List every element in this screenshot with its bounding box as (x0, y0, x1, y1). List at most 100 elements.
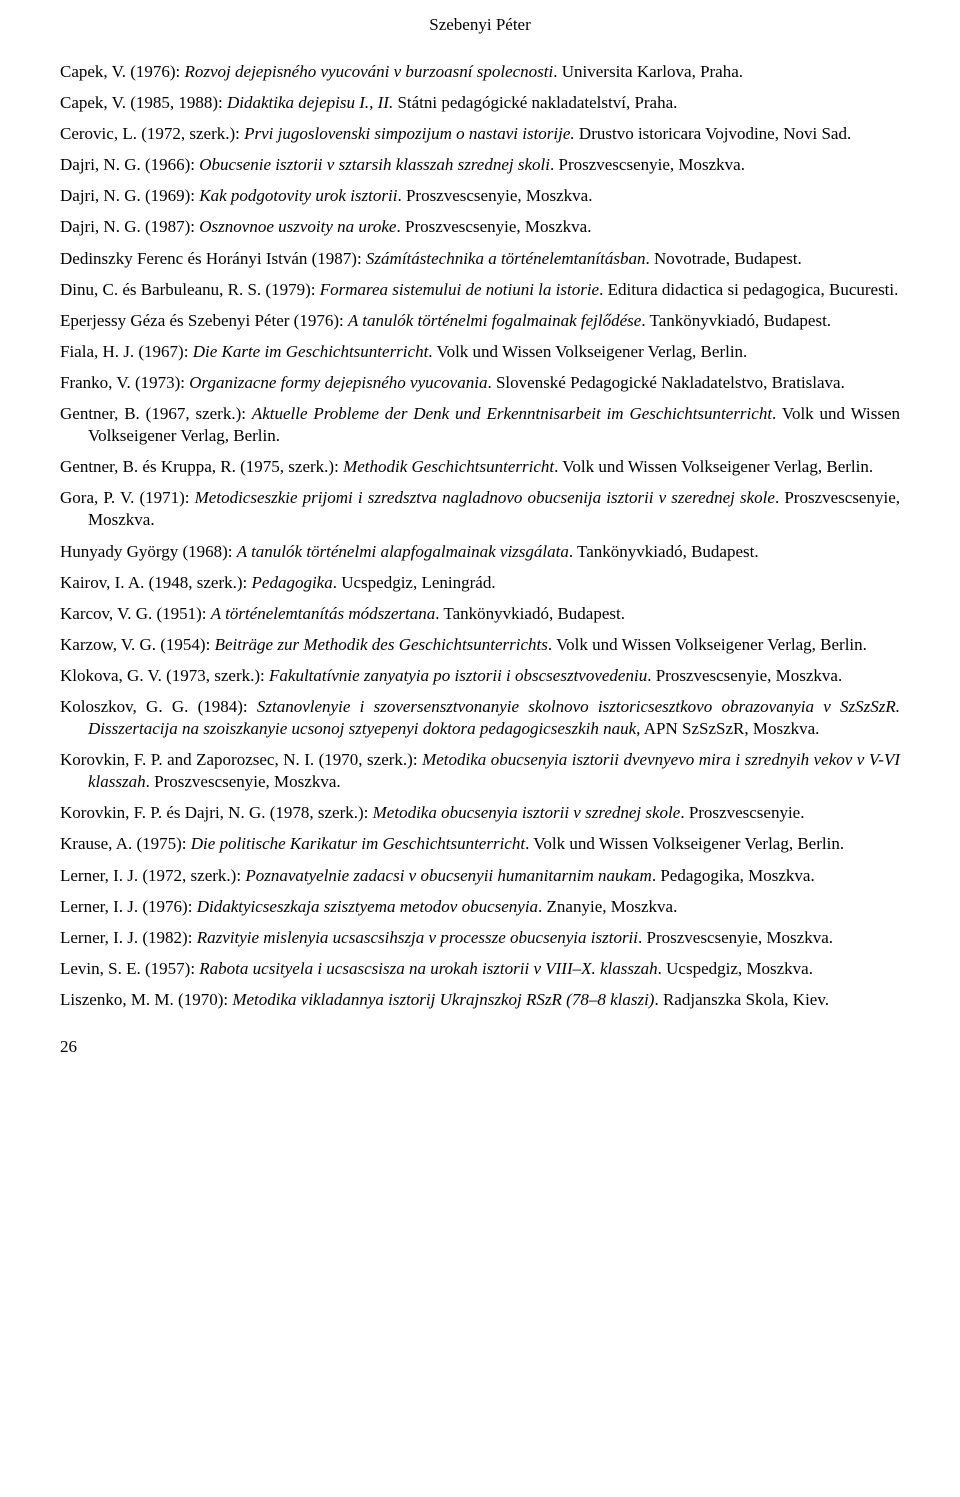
reference-prefix: Kairov, I. A. (1948, szerk.): (60, 573, 252, 592)
reference-item: Cerovic, L. (1972, szerk.): Prvi jugoslo… (60, 123, 900, 145)
reference-prefix: Dinu, C. és Barbuleanu, R. S. (1979): (60, 280, 320, 299)
page-container: Szebenyi Péter Capek, V. (1976): Rozvoj … (0, 0, 960, 1077)
reference-prefix: Karzow, V. G. (1954): (60, 635, 215, 654)
reference-prefix: Levin, S. E. (1957): (60, 959, 199, 978)
reference-suffix: . Tankönyvkiadó, Budapest. (435, 604, 625, 623)
reference-item: Eperjessy Géza és Szebenyi Péter (1976):… (60, 310, 900, 332)
reference-suffix: . Proszvescsenyie, Moszkva. (647, 666, 842, 685)
reference-suffix: . Volk und Wissen Volkseigener Verlag, B… (548, 635, 867, 654)
reference-suffix: Státni pedagógické nakladatelství, Praha… (393, 93, 677, 112)
reference-item: Korovkin, F. P. and Zaporozsec, N. I. (1… (60, 749, 900, 793)
reference-item: Capek, V. (1976): Rozvoj dejepisného vyu… (60, 61, 900, 83)
page-author-header: Szebenyi Péter (60, 15, 900, 35)
reference-title: A történelemtanítás módszertana (211, 604, 435, 623)
reference-item: Gentner, B. (1967, szerk.): Aktuelle Pro… (60, 403, 900, 447)
reference-item: Kairov, I. A. (1948, szerk.): Pedagogika… (60, 572, 900, 594)
reference-suffix: . Znanyie, Moszkva. (538, 897, 677, 916)
reference-title: Kak podgotovity urok isztorii (199, 186, 397, 205)
reference-prefix: Fiala, H. J. (1967): (60, 342, 193, 361)
reference-prefix: Klokova, G. V. (1973, szerk.): (60, 666, 269, 685)
reference-item: Gora, P. V. (1971): Metodicseszkie prijo… (60, 487, 900, 531)
reference-suffix: . Proszvescsenyie, Moszkva. (550, 155, 745, 174)
reference-suffix: . Proszvescsenyie, Moszkva. (638, 928, 833, 947)
reference-item: Levin, S. E. (1957): Rabota ucsityela i … (60, 958, 900, 980)
reference-suffix: . Volk und Wissen Volkseigener Verlag, B… (554, 457, 873, 476)
reference-suffix: . Proszvescsenyie, Moszkva. (396, 217, 591, 236)
reference-prefix: Lerner, I. J. (1982): (60, 928, 197, 947)
reference-title: Fakultatívnie zanyatyia po isztorii i ob… (269, 666, 647, 685)
page-number: 26 (60, 1037, 900, 1057)
reference-prefix: Gentner, B. (1967, szerk.): (60, 404, 252, 423)
reference-item: Dajri, N. G. (1987): Osznovnoe uszvoity … (60, 216, 900, 238)
reference-prefix: Krause, A. (1975): (60, 834, 191, 853)
reference-item: Capek, V. (1985, 1988): Didaktika dejepi… (60, 92, 900, 114)
reference-suffix: . Proszvescsenyie, Moszkva. (397, 186, 592, 205)
reference-title: Formarea sistemului de notiuni la istori… (320, 280, 599, 299)
reference-prefix: Dedinszky Ferenc és Horányi István (1987… (60, 249, 366, 268)
reference-suffix: . Pedagogika, Moszkva. (652, 866, 815, 885)
reference-suffix: . Proszvescsenyie. (680, 803, 804, 822)
reference-prefix: Capek, V. (1985, 1988): (60, 93, 227, 112)
reference-suffix: . Volk und Wissen Volkseigener Verlag, B… (428, 342, 747, 361)
references-list: Capek, V. (1976): Rozvoj dejepisného vyu… (60, 61, 900, 1011)
reference-suffix: . Tankönyvkiadó, Budapest. (641, 311, 831, 330)
reference-prefix: Dajri, N. G. (1969): (60, 186, 199, 205)
reference-suffix: . Tankönyvkiadó, Budapest. (569, 542, 759, 561)
reference-item: Klokova, G. V. (1973, szerk.): Fakultatí… (60, 665, 900, 687)
reference-title: Didaktyicseszkaja szisztyema metodov obu… (197, 897, 538, 916)
reference-title: Razvityie mislenyia ucsascsihszja v proc… (197, 928, 638, 947)
reference-prefix: Dajri, N. G. (1987): (60, 217, 199, 236)
reference-suffix: . Editura didactica si pedagogica, Bucur… (599, 280, 898, 299)
reference-prefix: Cerovic, L. (1972, szerk.): (60, 124, 244, 143)
reference-title: Metodika obucsenyia isztorii v szrednej … (373, 803, 681, 822)
reference-prefix: Korovkin, F. P. and Zaporozsec, N. I. (1… (60, 750, 422, 769)
reference-suffix: . Ucspedgiz, Leningrád. (333, 573, 496, 592)
reference-title: Obucsenie isztorii v sztarsih klasszah s… (199, 155, 550, 174)
reference-suffix: Drustvo istoricara Vojvodine, Novi Sad. (575, 124, 852, 143)
reference-item: Krause, A. (1975): Die politische Karika… (60, 833, 900, 855)
reference-item: Lerner, I. J. (1982): Razvityie mislenyi… (60, 927, 900, 949)
reference-item: Lerner, I. J. (1972, szerk.): Poznavatye… (60, 865, 900, 887)
reference-item: Dajri, N. G. (1966): Obucsenie isztorii … (60, 154, 900, 176)
reference-prefix: Liszenko, M. M. (1970): (60, 990, 232, 1009)
reference-title: Die politische Karikatur im Geschichtsun… (191, 834, 525, 853)
reference-title: Beiträge zur Methodik des Geschichtsunte… (215, 635, 548, 654)
reference-item: Liszenko, M. M. (1970): Metodika viklada… (60, 989, 900, 1011)
reference-suffix: . Proszvescsenyie, Moszkva. (146, 772, 341, 791)
reference-prefix: Karcov, V. G. (1951): (60, 604, 211, 623)
reference-suffix: . Ucspedgiz, Moszkva. (658, 959, 813, 978)
reference-item: Dedinszky Ferenc és Horányi István (1987… (60, 248, 900, 270)
reference-item: Dajri, N. G. (1969): Kak podgotovity uro… (60, 185, 900, 207)
reference-title: Organizacne formy dejepisného vyucovania (189, 373, 487, 392)
reference-title: Számítástechnika a történelemtanításban (366, 249, 646, 268)
reference-suffix: . Radjanszka Skola, Kiev. (654, 990, 829, 1009)
reference-title: A tanulók történelmi fogalmainak fejlődé… (348, 311, 641, 330)
reference-item: Gentner, B. és Kruppa, R. (1975, szerk.)… (60, 456, 900, 478)
reference-item: Lerner, I. J. (1976): Didaktyicseszkaja … (60, 896, 900, 918)
reference-item: Karzow, V. G. (1954): Beiträge zur Metho… (60, 634, 900, 656)
reference-prefix: Lerner, I. J. (1976): (60, 897, 197, 916)
reference-item: Karcov, V. G. (1951): A történelemtanítá… (60, 603, 900, 625)
reference-suffix: APN SzSzSzR, Moszkva. (640, 719, 819, 738)
reference-item: Koloszkov, G. G. (1984): Sztanovlenyie i… (60, 696, 900, 740)
reference-item: Korovkin, F. P. és Dajri, N. G. (1978, s… (60, 802, 900, 824)
reference-item: Franko, V. (1973): Organizacne formy dej… (60, 372, 900, 394)
reference-prefix: Dajri, N. G. (1966): (60, 155, 199, 174)
reference-prefix: Gentner, B. és Kruppa, R. (1975, szerk.)… (60, 457, 343, 476)
reference-title: Rozvoj dejepisného vyucováni v burzoasní… (185, 62, 554, 81)
reference-item: Dinu, C. és Barbuleanu, R. S. (1979): Fo… (60, 279, 900, 301)
reference-title: Didaktika dejepisu I., II. (227, 93, 393, 112)
reference-prefix: Eperjessy Géza és Szebenyi Péter (1976): (60, 311, 348, 330)
reference-prefix: Korovkin, F. P. és Dajri, N. G. (1978, s… (60, 803, 373, 822)
reference-title: Osznovnoe uszvoity na uroke (199, 217, 396, 236)
reference-title: A tanulók történelmi alapfogalmainak viz… (237, 542, 569, 561)
reference-title: Methodik Geschichtsunterricht (343, 457, 554, 476)
reference-suffix: . Universita Karlova, Praha. (553, 62, 743, 81)
reference-prefix: Gora, P. V. (1971): (60, 488, 195, 507)
reference-suffix: . Slovenské Pedagogické Nakladatelstvo, … (487, 373, 844, 392)
reference-prefix: Lerner, I. J. (1972, szerk.): (60, 866, 245, 885)
reference-item: Fiala, H. J. (1967): Die Karte im Geschi… (60, 341, 900, 363)
reference-title: Prvi jugoslovenski simpozijum o nastavi … (244, 124, 575, 143)
reference-prefix: Koloszkov, G. G. (1984): (60, 697, 257, 716)
reference-item: Hunyady György (1968): A tanulók történe… (60, 541, 900, 563)
